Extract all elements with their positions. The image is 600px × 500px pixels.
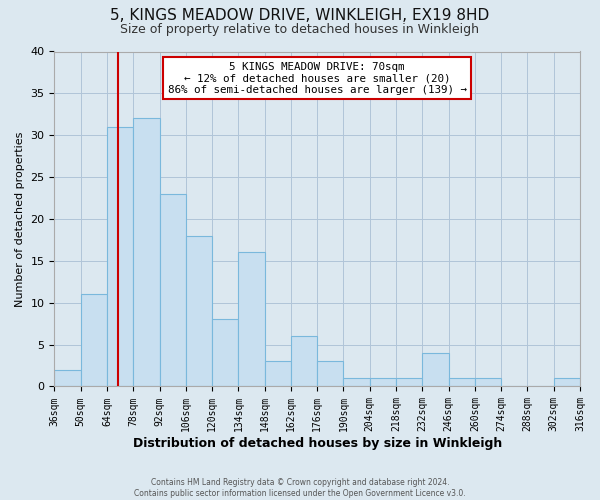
Bar: [80, 294, 107, 386]
Bar: [317, 362, 343, 386]
Bar: [160, 194, 186, 386]
Bar: [238, 252, 265, 386]
Bar: [133, 118, 160, 386]
Bar: [55, 370, 80, 386]
Y-axis label: Number of detached properties: Number of detached properties: [15, 132, 25, 306]
Text: 5, KINGS MEADOW DRIVE, WINKLEIGH, EX19 8HD: 5, KINGS MEADOW DRIVE, WINKLEIGH, EX19 8…: [110, 8, 490, 22]
Bar: [396, 378, 422, 386]
Bar: [554, 378, 580, 386]
Text: 5 KINGS MEADOW DRIVE: 70sqm
← 12% of detached houses are smaller (20)
86% of sem: 5 KINGS MEADOW DRIVE: 70sqm ← 12% of det…: [168, 62, 467, 94]
Bar: [475, 378, 501, 386]
Text: Size of property relative to detached houses in Winkleigh: Size of property relative to detached ho…: [121, 22, 479, 36]
Bar: [422, 353, 449, 386]
Bar: [370, 378, 396, 386]
Text: Contains HM Land Registry data © Crown copyright and database right 2024.
Contai: Contains HM Land Registry data © Crown c…: [134, 478, 466, 498]
Bar: [265, 362, 291, 386]
Bar: [212, 320, 238, 386]
Bar: [291, 336, 317, 386]
Bar: [186, 236, 212, 386]
Bar: [107, 127, 133, 386]
Bar: [449, 378, 475, 386]
Bar: [343, 378, 370, 386]
X-axis label: Distribution of detached houses by size in Winkleigh: Distribution of detached houses by size …: [133, 437, 502, 450]
